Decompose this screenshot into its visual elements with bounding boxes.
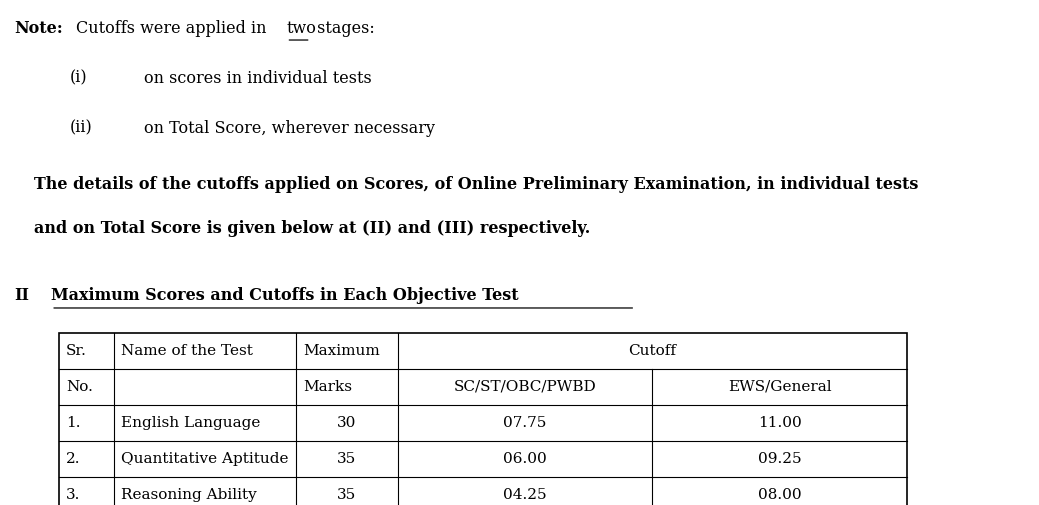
Text: 35: 35	[338, 452, 356, 466]
Text: II: II	[14, 287, 29, 304]
Text: two: two	[287, 20, 316, 36]
Text: Marks: Marks	[303, 380, 352, 394]
Text: No.: No.	[66, 380, 92, 394]
Text: EWS/General: EWS/General	[727, 380, 831, 394]
Text: (i): (i)	[70, 70, 87, 86]
Text: Quantitative Aptitude: Quantitative Aptitude	[122, 452, 289, 466]
Text: 11.00: 11.00	[757, 416, 801, 430]
Text: 06.00: 06.00	[503, 452, 547, 466]
Text: 09.25: 09.25	[757, 452, 801, 466]
Bar	[58, 333, 907, 505]
Text: 2.: 2.	[66, 452, 81, 466]
Text: stages:: stages:	[312, 20, 374, 36]
Text: on Total Score, wherever necessary: on Total Score, wherever necessary	[144, 120, 435, 137]
Text: 1.: 1.	[66, 416, 81, 430]
Text: 35: 35	[338, 488, 356, 502]
Text: SC/ST/OBC/PWBD: SC/ST/OBC/PWBD	[454, 380, 596, 394]
Text: 30: 30	[338, 416, 356, 430]
Text: Maximum Scores and Cutoffs in Each Objective Test: Maximum Scores and Cutoffs in Each Objec…	[51, 287, 518, 304]
Text: Sr.: Sr.	[66, 344, 87, 358]
Text: 04.25: 04.25	[503, 488, 547, 502]
Text: Maximum: Maximum	[303, 344, 380, 358]
Text: 08.00: 08.00	[757, 488, 801, 502]
Text: 3.: 3.	[66, 488, 80, 502]
Text: 07.75: 07.75	[504, 416, 547, 430]
Text: The details of the cutoffs applied on Scores, of Online Preliminary Examination,: The details of the cutoffs applied on Sc…	[34, 176, 918, 193]
Text: Name of the Test: Name of the Test	[122, 344, 254, 358]
Text: on scores in individual tests: on scores in individual tests	[144, 70, 372, 86]
Text: Note:: Note:	[14, 20, 62, 36]
Text: (ii): (ii)	[70, 120, 92, 137]
Text: Cutoff: Cutoff	[629, 344, 676, 358]
Text: English Language: English Language	[122, 416, 261, 430]
Text: and on Total Score is given below at (II) and (III) respectively.: and on Total Score is given below at (II…	[34, 220, 590, 237]
Text: Reasoning Ability: Reasoning Ability	[122, 488, 257, 502]
Text: Cutoffs were applied in: Cutoffs were applied in	[76, 20, 272, 36]
